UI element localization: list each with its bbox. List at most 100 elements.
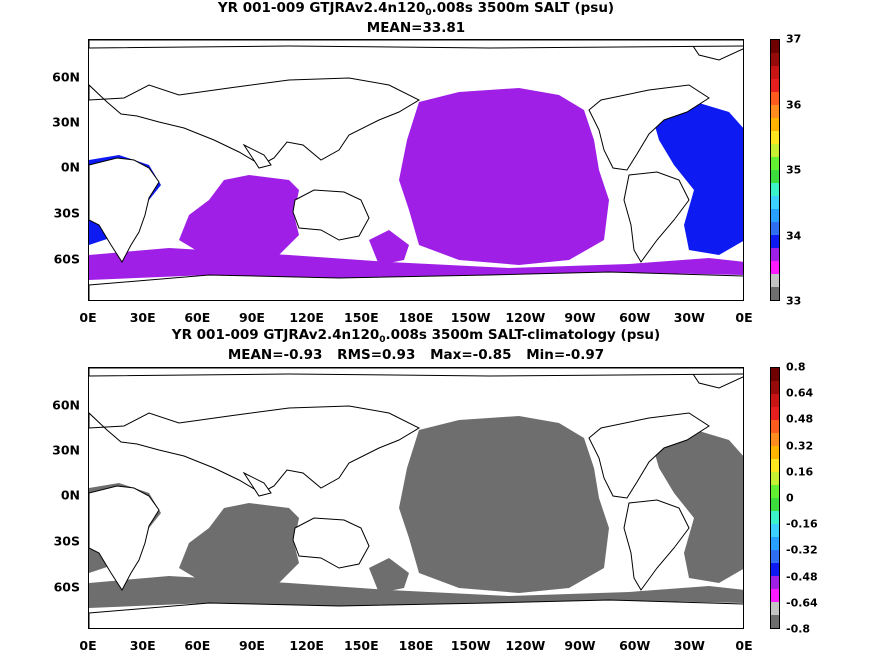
bottom-stats: MEAN=-0.93 RMS=0.93 Max=-0.85 Min=-0.97: [88, 347, 744, 363]
landmass-1: [89, 405, 421, 494]
y-tick-label: 30S: [53, 533, 80, 549]
top-title-post: .008s 3500m SALT (psu): [431, 0, 615, 16]
x-tick-label: 0E: [735, 638, 753, 653]
ocean-field-svg: [89, 40, 743, 300]
colorbar-segment: [771, 381, 779, 394]
colorbar-segment: [771, 66, 779, 79]
colorbar-segment: [771, 563, 779, 576]
colorbar-label: 0.8: [786, 360, 806, 374]
bottom-stat-max: Max=-0.85: [430, 347, 512, 363]
bottom-title: YR 001-009 GTJRAv2.4n1200.008s 3500m SAL…: [88, 327, 744, 345]
bottom-map: [88, 367, 744, 629]
x-tick-label: 30W: [673, 310, 705, 325]
colorbar-label: -0.48: [786, 570, 818, 584]
indian-fill: [179, 503, 299, 588]
landmass-8: [89, 40, 743, 49]
colorbar-label: 0: [786, 491, 794, 505]
colorbar-segment: [771, 615, 779, 628]
y-tick-label: 30S: [53, 205, 80, 221]
colorbar-segment: [771, 589, 779, 602]
landmass-2: [242, 471, 272, 497]
colorbar-segment: [771, 53, 779, 66]
x-tick-label: 150E: [344, 310, 379, 325]
colorbar-segment: [771, 537, 779, 550]
landmass-4: [588, 412, 710, 499]
x-tick-label: 0E: [79, 310, 97, 325]
bottom-stat-rms: RMS=0.93: [337, 347, 416, 363]
x-tick-label: 120E: [289, 638, 324, 653]
y-tick-label: 0N: [60, 159, 80, 175]
bottom-title-pre: YR 001-009 GTJRAv2.4n120: [171, 327, 380, 343]
x-tick-label: 30E: [129, 310, 156, 325]
x-tick-label: 30W: [673, 638, 705, 653]
x-tick-label: 150W: [450, 638, 491, 653]
top-colorbar: [770, 39, 780, 301]
bottom-stat-mean: MEAN=-0.93: [227, 347, 323, 363]
southern-fill: [89, 248, 743, 280]
colorbar-segment: [771, 79, 779, 92]
colorbar-segment: [771, 446, 779, 459]
landmass-3: [292, 189, 370, 241]
top-title: YR 001-009 GTJRAv2.4n1200.008s 3500m SAL…: [88, 0, 744, 18]
colorbar-segment: [771, 524, 779, 537]
colorbar-segment: [771, 576, 779, 589]
colorbar-segment: [771, 602, 779, 615]
top-title-sub: 0: [425, 8, 432, 18]
top-title-pre: YR 001-009 GTJRAv2.4n120: [217, 0, 426, 16]
x-tick-label: 120W: [505, 310, 546, 325]
pacific-fill: [399, 88, 609, 265]
landmass-0: [89, 485, 160, 591]
landmass-5: [623, 499, 690, 591]
colorbar-segment: [771, 420, 779, 433]
colorbar-segment: [771, 170, 779, 183]
colorbar-segment: [771, 235, 779, 248]
landmass-3: [292, 517, 370, 569]
x-tick-label: 0E: [79, 638, 97, 653]
landmass-1: [89, 77, 421, 166]
top-stats: MEAN=33.81: [88, 20, 744, 36]
x-tick-label: 90W: [564, 638, 596, 653]
colorbar-segment: [771, 196, 779, 209]
colorbar-segment: [771, 498, 779, 511]
colorbar-segment: [771, 118, 779, 131]
tasman-fill: [369, 558, 409, 593]
colorbar-segment: [771, 131, 779, 144]
x-tick-label: 150E: [344, 638, 379, 653]
colorbar-label: -0.16: [786, 517, 818, 531]
x-tick-label: 60E: [184, 638, 211, 653]
x-tick-label: 150W: [450, 310, 491, 325]
colorbar-label: -0.8: [786, 622, 811, 636]
colorbar-segment: [771, 92, 779, 105]
colorbar-label: 0.32: [786, 439, 814, 453]
colorbar-segment: [771, 40, 779, 53]
y-tick-label: 60S: [53, 251, 80, 267]
colorbar-segment: [771, 472, 779, 485]
top-map: [88, 39, 744, 301]
y-tick-label: 0N: [60, 487, 80, 503]
atlantic-fill: [649, 100, 743, 255]
landmass-4: [588, 84, 710, 171]
colorbar-label: -0.32: [786, 543, 818, 557]
bottom-title-post: .008s 3500m SALT-climatology (psu): [385, 327, 661, 343]
bottom-title-sub: 0: [379, 335, 386, 345]
colorbar-segment: [771, 261, 779, 274]
colorbar-label: 37: [786, 32, 802, 46]
y-tick-label: 60N: [52, 397, 80, 413]
indian-fill: [179, 175, 299, 260]
colorbar-segment: [771, 368, 779, 381]
tasman-fill: [369, 230, 409, 265]
landmass-8: [89, 368, 743, 377]
colorbar-segment: [771, 550, 779, 563]
colorbar-label: 34: [786, 229, 802, 242]
colorbar-segment: [771, 183, 779, 196]
colorbar-segment: [771, 394, 779, 407]
atlantic-fill: [649, 428, 743, 583]
x-tick-label: 0E: [735, 310, 753, 325]
landmass-7: [89, 271, 743, 300]
x-tick-label: 180E: [398, 310, 434, 325]
ocean-field-svg: [89, 368, 743, 628]
x-tick-label: 60E: [184, 310, 211, 325]
colorbar-label: 36: [786, 98, 802, 111]
colorbar-segment: [771, 433, 779, 446]
pacific-fill: [399, 416, 609, 593]
